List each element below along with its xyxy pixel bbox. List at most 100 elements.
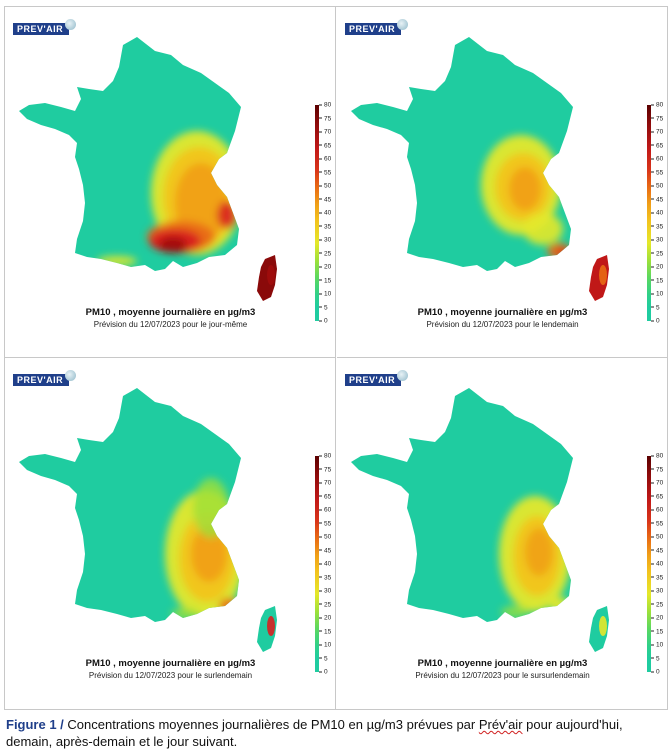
colorbar-tick-label: 20 — [651, 615, 663, 622]
colorbar-tick-label: 50 — [651, 534, 663, 541]
colorbar-tick-label: 35 — [319, 574, 331, 581]
pollution-zone — [193, 478, 229, 538]
globe-icon — [397, 370, 409, 381]
colorbar-tick-label: 50 — [651, 183, 663, 190]
colorbar-tick-label: 70 — [319, 129, 331, 136]
pollution-zone — [219, 598, 239, 614]
prevair-logo: PREV'AIR — [345, 19, 409, 35]
france-map — [19, 388, 277, 652]
colorbar-tick-label: 5 — [319, 655, 328, 662]
colorbar-tick-label: 80 — [319, 453, 331, 460]
colorbar-tick-label: 65 — [319, 493, 331, 500]
colorbar-tick-label: 55 — [651, 520, 663, 527]
colorbar-tick-label: 40 — [319, 210, 331, 217]
colorbar-tick-label: 35 — [651, 223, 663, 230]
colorbar-tick-label: 10 — [319, 642, 331, 649]
corsica-zone — [267, 616, 275, 636]
france-map — [351, 388, 609, 652]
caption-text-before: Concentrations moyennes journalières de … — [63, 717, 479, 732]
map-panel-tomorrow: PREV'AIR 80 75 70 65 60 55 50 45 40 35 30 25 20 15 10 5 0… — [337, 7, 667, 358]
colorbar-ticks: 80 75 70 65 60 55 50 45 40 35 30 25 20 15 10 5 0 — [319, 102, 333, 325]
colorbar-tick-label: 0 — [319, 669, 328, 676]
colorbar-tick-label: 50 — [319, 183, 331, 190]
globe-icon — [397, 19, 409, 30]
colorbar-tick-label: 10 — [319, 291, 331, 298]
prevair-logo-text: PREV'AIR — [17, 375, 64, 385]
prevair-logo: PREV'AIR — [13, 19, 77, 35]
colorbar-tick-label: 45 — [319, 547, 331, 554]
caption-text-after: pour aujourd'hui, demain, après-demain e… — [6, 717, 623, 749]
colorbar-tick-label: 15 — [651, 628, 663, 635]
prevair-logo-text: PREV'AIR — [17, 24, 64, 34]
corsica-zone — [267, 265, 275, 285]
colorbar-tick-label: 5 — [651, 304, 660, 311]
map-title: PM10 , moyenne journalière en µg/m3 — [85, 307, 256, 318]
map-panel-today: PREV'AIR 80 75 70 65 60 55 50 45 40 35 30 25 20 15 10 5 0… — [5, 7, 336, 358]
colorbar-tick-label: 65 — [319, 142, 331, 149]
colorbar-tick-label: 70 — [651, 480, 663, 487]
pollution-zone — [509, 167, 541, 211]
map-title: PM10 , moyenne journalière en µg/m3 — [85, 658, 256, 669]
colorbar-ticks: 80 75 70 65 60 55 50 45 40 35 30 25 20 15 10 5 0 — [651, 102, 665, 325]
colorbar-ticks: 80 75 70 65 60 55 50 45 40 35 30 25 20 15 10 5 0 — [651, 453, 665, 676]
pollution-zone — [525, 528, 553, 576]
colorbar-tick-label: 45 — [651, 547, 663, 554]
map-subtitle: Prévision du 12/07/2023 pour le sursurle… — [415, 671, 590, 680]
colorbar-tick-label: 25 — [319, 601, 331, 608]
figure-grid: PREV'AIR 80 75 70 65 60 55 50 45 40 35 30 25 20 15 10 5 0… — [4, 6, 668, 710]
colorbar — [647, 456, 651, 672]
colorbar-tick-label: 75 — [651, 466, 663, 473]
colorbar-tick-label: 50 — [319, 534, 331, 541]
prevair-logo-text: PREV'AIR — [349, 24, 396, 34]
globe-icon — [65, 370, 77, 381]
colorbar-tick-label: 20 — [651, 264, 663, 271]
colorbar-tick-label: 30 — [651, 588, 663, 595]
colorbar-tick-label: 70 — [319, 480, 331, 487]
colorbar-tick-label: 65 — [651, 142, 663, 149]
colorbar — [647, 105, 651, 321]
colorbar-tick-label: 0 — [651, 669, 660, 676]
globe-icon — [65, 19, 77, 30]
colorbar-tick-label: 10 — [651, 291, 663, 298]
colorbar-tick-label: 80 — [651, 102, 663, 109]
pollution-zone — [191, 526, 227, 582]
pollution-zone — [159, 237, 187, 253]
colorbar-tick-label: 60 — [651, 156, 663, 163]
colorbar-tick-label: 30 — [319, 588, 331, 595]
colorbar-tick-label: 15 — [319, 277, 331, 284]
colorbar-tick-label: 15 — [651, 277, 663, 284]
map-title: PM10 , moyenne journalière en µg/m3 — [417, 658, 588, 669]
colorbar-tick-label: 5 — [651, 655, 660, 662]
corsica-zone — [599, 616, 607, 636]
colorbar-tick-label: 60 — [319, 156, 331, 163]
colorbar-tick-label: 0 — [651, 318, 660, 325]
colorbar-tick-label: 55 — [319, 520, 331, 527]
colorbar-tick-label: 45 — [651, 196, 663, 203]
france-map — [351, 37, 609, 301]
map-title: PM10 , moyenne journalière en µg/m3 — [417, 307, 588, 318]
prevair-logo-text: PREV'AIR — [349, 375, 396, 385]
colorbar-tick-label: 30 — [319, 237, 331, 244]
colorbar-tick-label: 40 — [319, 561, 331, 568]
colorbar-tick-label: 80 — [651, 453, 663, 460]
map-panel-day-after-next: PREV'AIR 80 75 70 65 60 55 50 45 40 35 30 25 20 15 10 5 0… — [337, 358, 667, 709]
pollution-zone — [557, 249, 569, 257]
pollution-zone — [171, 608, 199, 620]
colorbar-tick-label: 25 — [319, 250, 331, 257]
caption-label: Figure 1 / — [6, 717, 64, 732]
map-panel-day-after: PREV'AIR 80 75 70 65 60 55 50 45 40 35 30 25 20 15 10 5 0… — [5, 358, 336, 709]
colorbar-tick-label: 25 — [651, 601, 663, 608]
pollution-zone — [551, 598, 571, 614]
colorbar-tick-label: 55 — [651, 169, 663, 176]
colorbar-tick-label: 5 — [319, 304, 328, 311]
colorbar-tick-label: 25 — [651, 250, 663, 257]
colorbar-tick-label: 80 — [319, 102, 331, 109]
colorbar-tick-label: 60 — [319, 507, 331, 514]
france-map — [19, 37, 277, 301]
pollution-zone — [97, 256, 137, 266]
prevair-logo: PREV'AIR — [345, 370, 409, 386]
colorbar-tick-label: 20 — [319, 615, 331, 622]
colorbar-tick-label: 15 — [319, 628, 331, 635]
colorbar-tick-label: 75 — [651, 115, 663, 122]
colorbar-tick-label: 55 — [319, 169, 331, 176]
